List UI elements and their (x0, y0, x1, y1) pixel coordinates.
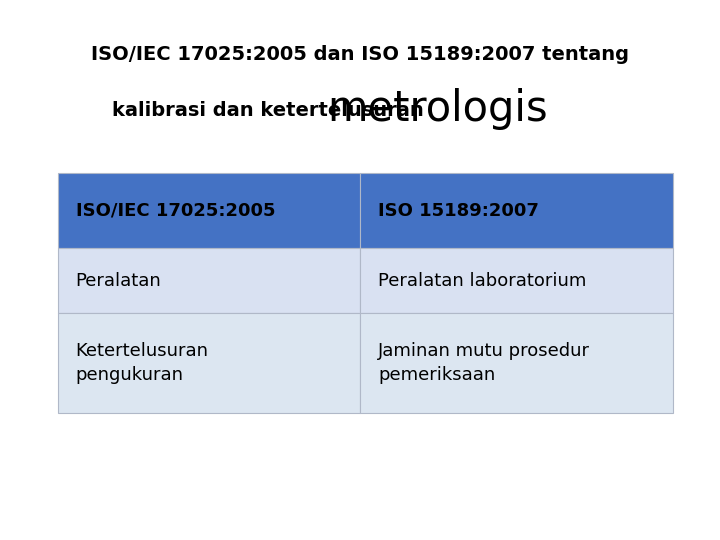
Text: kalibrasi dan ketertelusuran: kalibrasi dan ketertelusuran (112, 101, 430, 120)
FancyBboxPatch shape (58, 248, 360, 313)
Text: Peralatan: Peralatan (76, 272, 161, 290)
FancyBboxPatch shape (58, 313, 360, 413)
FancyBboxPatch shape (360, 173, 673, 248)
Text: ISO 15189:2007: ISO 15189:2007 (378, 201, 539, 220)
Text: Peralatan laboratorium: Peralatan laboratorium (378, 272, 586, 290)
Text: Jaminan mutu prosedur
pemeriksaan: Jaminan mutu prosedur pemeriksaan (378, 342, 590, 384)
FancyBboxPatch shape (58, 173, 360, 248)
FancyBboxPatch shape (360, 248, 673, 313)
Text: ISO/IEC 17025:2005 dan ISO 15189:2007 tentang: ISO/IEC 17025:2005 dan ISO 15189:2007 te… (91, 44, 629, 64)
Text: Ketertelusuran
pengukuran: Ketertelusuran pengukuran (76, 342, 209, 384)
Text: metrologis: metrologis (328, 89, 548, 131)
Text: ISO/IEC 17025:2005: ISO/IEC 17025:2005 (76, 201, 275, 220)
FancyBboxPatch shape (360, 313, 673, 413)
